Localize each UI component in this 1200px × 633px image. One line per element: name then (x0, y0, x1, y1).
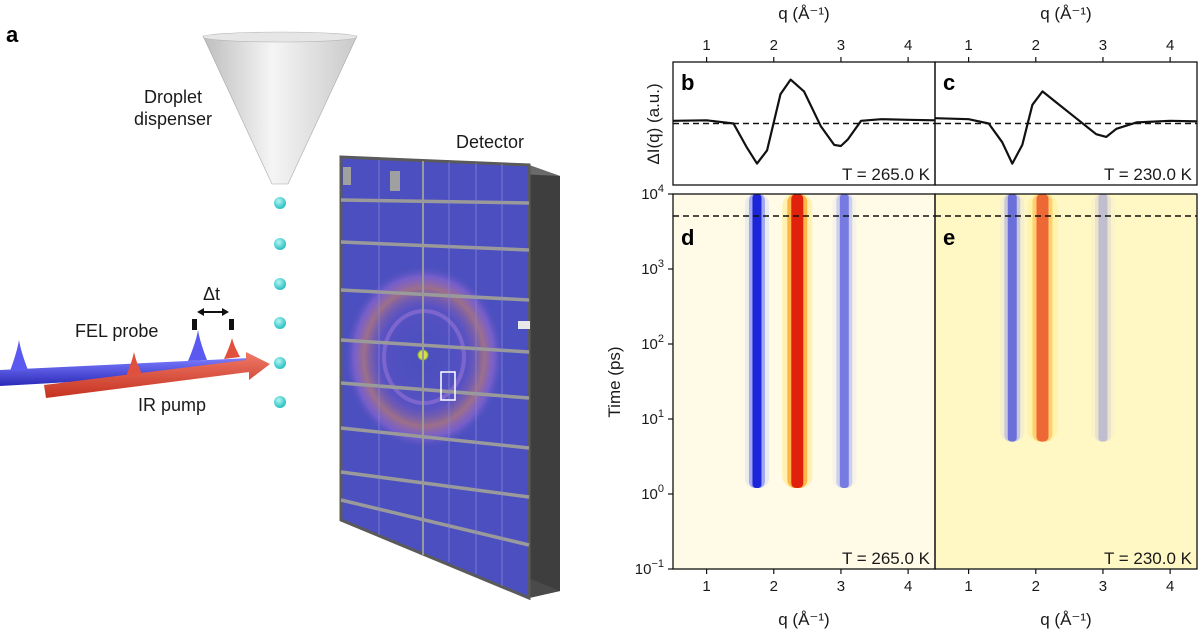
y-tick-label: 10−1 (635, 558, 664, 578)
droplet (274, 278, 286, 290)
y-tick-label: 102 (641, 333, 664, 353)
droplet (274, 357, 286, 369)
panel-letter-c: c (943, 70, 955, 95)
frame-c (934, 61, 1198, 186)
heatmap-band-positive (791, 194, 804, 489)
top-xlabel-c: q (Å⁻¹) (1040, 4, 1091, 23)
bottom-xlabel-e: q (Å⁻¹) (1040, 610, 1091, 629)
droplet-dispenser-label-line2: dispenser (134, 109, 212, 129)
line-plot-b (673, 78, 935, 165)
droplet-dispenser-cone (202, 35, 358, 185)
difference-curve (935, 90, 1197, 165)
y-tick-label: 103 (641, 258, 664, 278)
x-tick-label: 2 (1032, 37, 1040, 54)
heatmap-d (673, 194, 935, 569)
axis-ticks: 1 2 3 4 1 2 3 4 1 2 3 4 1 2 3 4 10−1 100 101 102 103 104 (635, 37, 1175, 595)
ylabel-d: Time (ps) (605, 346, 624, 417)
heatmap-band-negative (1094, 194, 1111, 442)
ir-pump-beam (44, 338, 270, 398)
top-xlabel-b: q (Å⁻¹) (778, 4, 829, 23)
x-tick-label: 2 (1032, 578, 1040, 595)
frame-e (934, 193, 1198, 570)
heatmap-band-negative (1090, 194, 1115, 442)
detector-label: Detector (456, 132, 524, 152)
droplet-dispenser-label-line1: Droplet (144, 87, 202, 107)
schematic-panel: a Droplet dispenser (0, 22, 560, 601)
heatmap-band-negative (1098, 194, 1108, 442)
ylabel-b: ΔI(q) (a.u.) (644, 83, 663, 164)
bottom-xlabel-d: q (Å⁻¹) (778, 610, 829, 629)
y-tick-label: 100 (641, 483, 664, 503)
panel-letter-a: a (6, 22, 19, 47)
x-tick-label: 1 (702, 578, 710, 595)
x-tick-label: 4 (1166, 578, 1174, 595)
heatmap-band-negative (1007, 194, 1017, 442)
heatmap-band-negative (839, 194, 849, 489)
fel-probe-beam (0, 330, 250, 386)
temp-annotation-e: T = 230.0 K (1104, 549, 1193, 568)
temp-annotation-c: T = 230.0 K (1104, 165, 1193, 184)
heatmap-band-positive (1036, 194, 1049, 442)
temp-annotation-b: T = 265.0 K (842, 165, 931, 184)
x-tick-label: 4 (904, 578, 912, 595)
delay-marker: Δt (192, 284, 234, 330)
fel-probe-label: FEL probe (75, 321, 158, 341)
ir-pump-label: IR pump (138, 395, 206, 415)
x-tick-label: 1 (964, 37, 972, 54)
panel-letter-b: b (681, 70, 694, 95)
droplet (274, 317, 286, 329)
difference-curve (673, 78, 935, 165)
x-tick-label: 2 (770, 37, 778, 54)
x-tick-label: 2 (770, 578, 778, 595)
delta-t-label: Δt (203, 284, 220, 304)
panel-letter-d: d (681, 225, 694, 250)
x-tick-label: 1 (702, 37, 710, 54)
heatmap-band-negative (752, 194, 762, 489)
x-tick-label: 1 (964, 578, 972, 595)
droplet-stream (274, 197, 286, 408)
x-tick-label: 3 (837, 37, 845, 54)
droplet (274, 238, 286, 250)
y-tick-label: 101 (641, 408, 664, 428)
x-tick-label: 3 (1099, 37, 1107, 54)
cone-rim (202, 31, 358, 43)
heatmap-e (935, 194, 1197, 569)
heatmap-band-negative (832, 194, 857, 489)
line-plot-c (935, 90, 1197, 165)
x-tick-label: 4 (1166, 37, 1174, 54)
panel-letter-e: e (943, 225, 955, 250)
x-tick-label: 3 (837, 578, 845, 595)
detector (339, 155, 560, 601)
heatmap-background (935, 194, 1197, 569)
droplet (274, 396, 286, 408)
droplet (274, 197, 286, 209)
heatmap-band-negative (836, 194, 853, 489)
y-tick-label: 104 (641, 183, 664, 203)
x-tick-label: 4 (904, 37, 912, 54)
temp-annotation-d: T = 265.0 K (842, 549, 931, 568)
x-tick-label: 3 (1099, 578, 1107, 595)
